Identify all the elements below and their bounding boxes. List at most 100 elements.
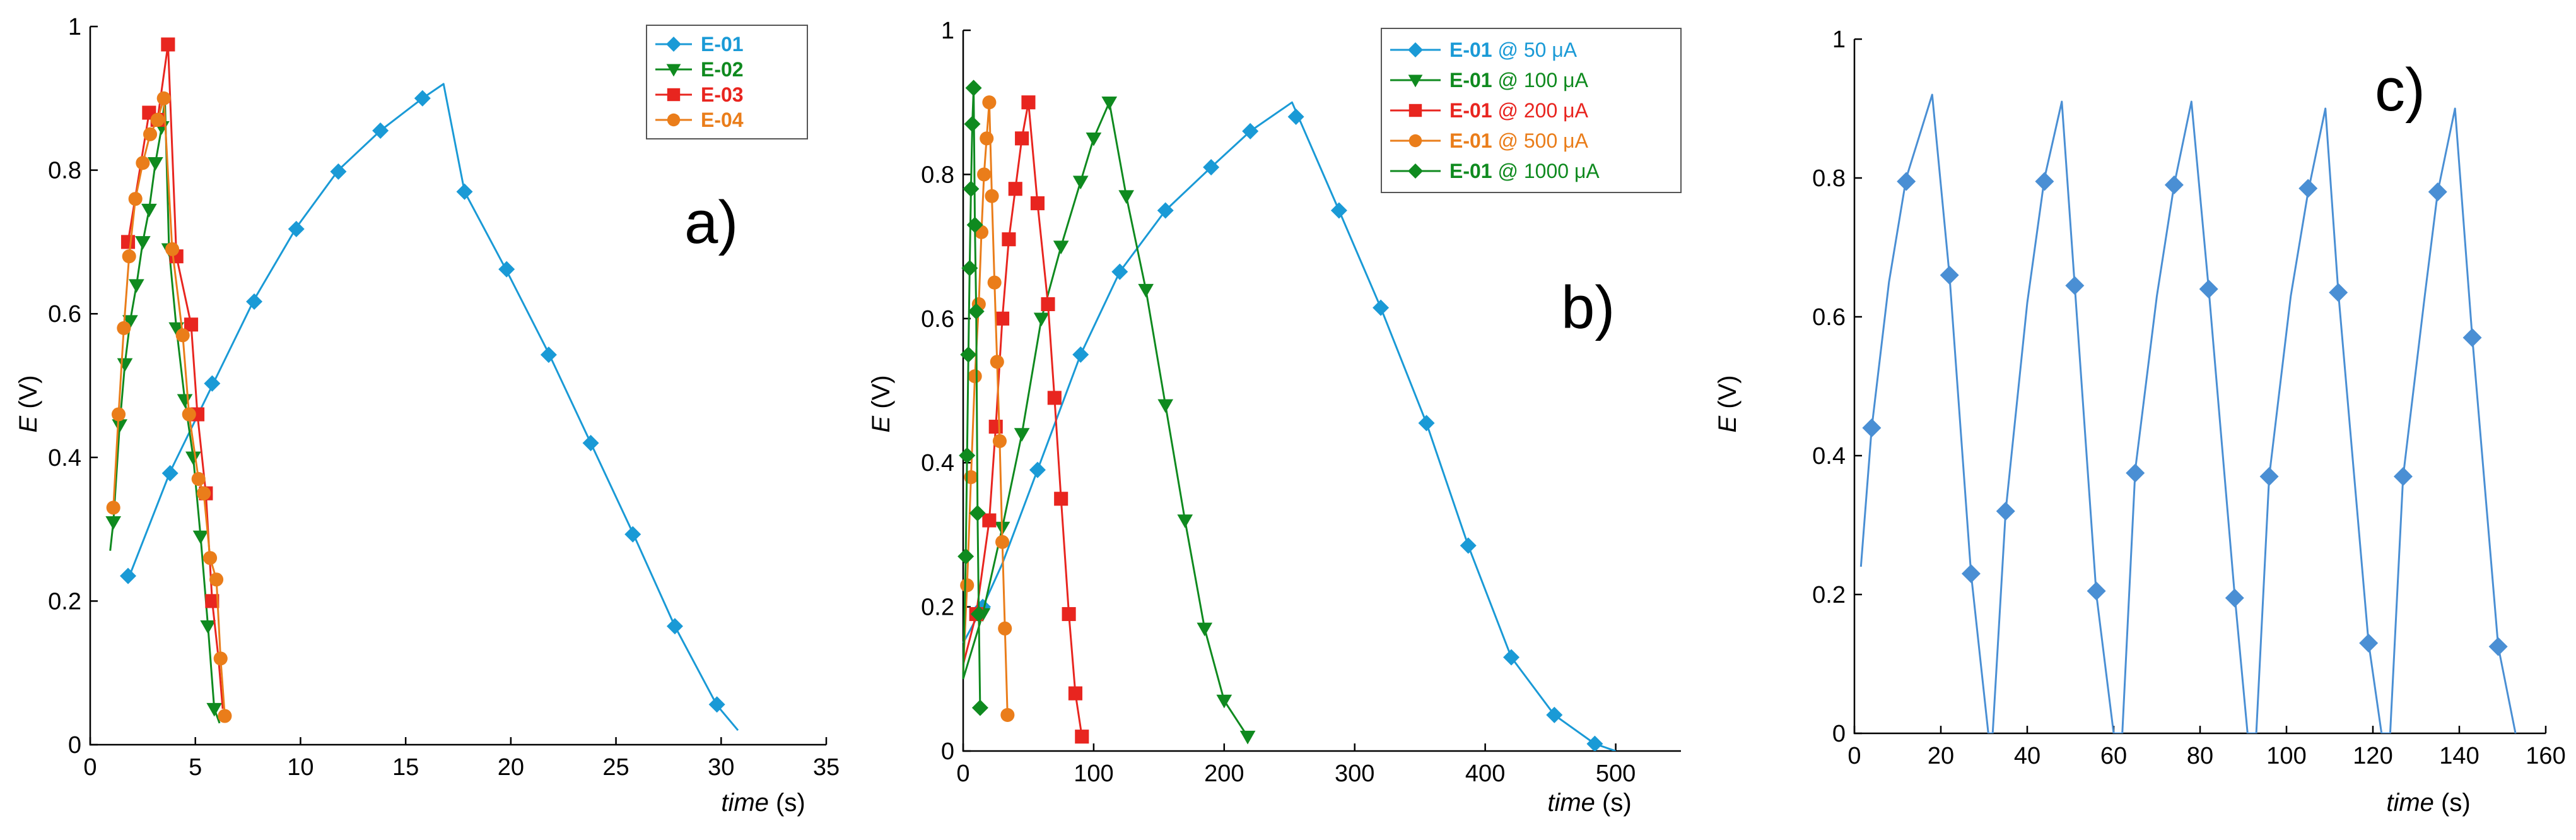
x-tick-label: 0 [1847,743,1861,769]
data-point [177,394,193,408]
data-point [1157,399,1174,413]
x-tick-label: 10 [287,754,313,781]
y-tick-label: 0 [1832,721,1846,747]
x-tick-label: 140 [2439,743,2479,769]
data-point [120,567,137,584]
data-point [136,156,150,170]
data-point [2065,276,2085,295]
series-group [957,80,1616,751]
data-point [372,122,389,139]
x-tick-label: 35 [813,754,840,781]
data-point [213,651,228,666]
data-point [112,419,128,433]
data-point [1072,346,1089,363]
data-point [2428,182,2447,201]
x-tick-label: 40 [2014,743,2040,769]
data-point [288,220,305,237]
legend-marker [1408,163,1423,179]
data-point [330,163,347,180]
y-tick-label: 0 [68,732,81,759]
series-line-1 [962,101,1616,751]
data-point [1940,266,1959,285]
data-point [998,621,1012,636]
data-point [1330,202,1347,219]
data-point [175,328,190,343]
data-point [1118,190,1134,204]
data-point [959,447,976,464]
data-point [964,115,981,133]
y-tick-label: 0.4 [1812,443,1846,470]
data-point [1053,240,1069,254]
data-point [182,407,196,422]
data-point [980,131,994,146]
data-point [148,157,163,171]
data-point [990,355,1004,369]
y-tick-label: 0.8 [1812,165,1846,192]
data-point [1460,537,1477,554]
y-tick-label: 0 [941,738,954,765]
data-point [117,321,131,336]
y-axis-label: E (V) [867,375,895,432]
x-tick-label: 300 [1335,760,1374,787]
x-tick-label: 160 [2526,743,2565,769]
y-tick-label: 1 [1832,27,1846,53]
x-tick-label: 5 [189,754,202,781]
data-point [965,80,982,97]
y-tick-label: 0.4 [48,445,81,471]
data-point [2259,467,2279,486]
data-point [2359,634,2379,653]
data-point [1862,418,1882,437]
data-point [985,189,999,203]
data-point [1008,182,1022,196]
panel-letter: a) [684,189,738,256]
data-point [968,369,982,384]
x-tick-label: 60 [2100,743,2127,769]
data-point [1015,131,1029,146]
x-tick-label: 15 [392,754,419,781]
y-tick-label: 0.4 [921,450,954,476]
x-tick-label: 0 [956,760,969,787]
y-tick-label: 0.6 [921,306,954,333]
legend: E-01 @ 50 μA E-01 @ 100 μA E-01 @ 200 μA E-… [1381,28,1682,193]
series-group [105,37,739,731]
data-point [2329,283,2348,302]
data-point [2225,588,2244,608]
x-tick-label: 400 [1465,760,1505,787]
data-point [156,91,171,105]
legend-label: E-04 [701,109,744,131]
data-point [184,317,199,332]
data-point [666,618,683,635]
data-point [2298,179,2318,198]
x-axis-label: time (s) [721,789,805,817]
y-tick-label: 1 [941,18,954,44]
x-tick-label: 20 [1928,743,1954,769]
data-point [2035,172,2054,191]
data-point [1086,133,1102,146]
data-point [122,249,136,264]
data-point [582,435,599,452]
data-point [969,505,986,522]
data-point [1197,622,1213,637]
legend-marker [1408,134,1422,148]
data-point [1047,391,1062,405]
data-point [1242,122,1259,139]
legend-marker [667,113,681,127]
x-tick-label: 0 [83,754,97,781]
legend-label: E-01 @ 200 μA [1449,99,1589,122]
data-point [960,346,977,363]
series-group [1859,93,2517,733]
data-point [122,315,138,329]
x-tick-label: 100 [1074,760,1113,787]
data-point [185,451,201,466]
legend-marker [1408,42,1423,57]
legend-label: E-02 [701,58,744,81]
data-point [987,275,1002,290]
y-tick-label: 0.6 [1812,304,1846,331]
panel-letter: b) [1561,274,1615,341]
panel-a: E (V) time (s) a) 00.20.40.60.810 5 10 15 20… [15,14,840,817]
data-point [1054,492,1068,506]
data-point [141,203,157,218]
data-point [982,95,997,110]
data-point [1030,196,1045,211]
legend: E-01E-02E-03 E-04 [646,25,808,139]
